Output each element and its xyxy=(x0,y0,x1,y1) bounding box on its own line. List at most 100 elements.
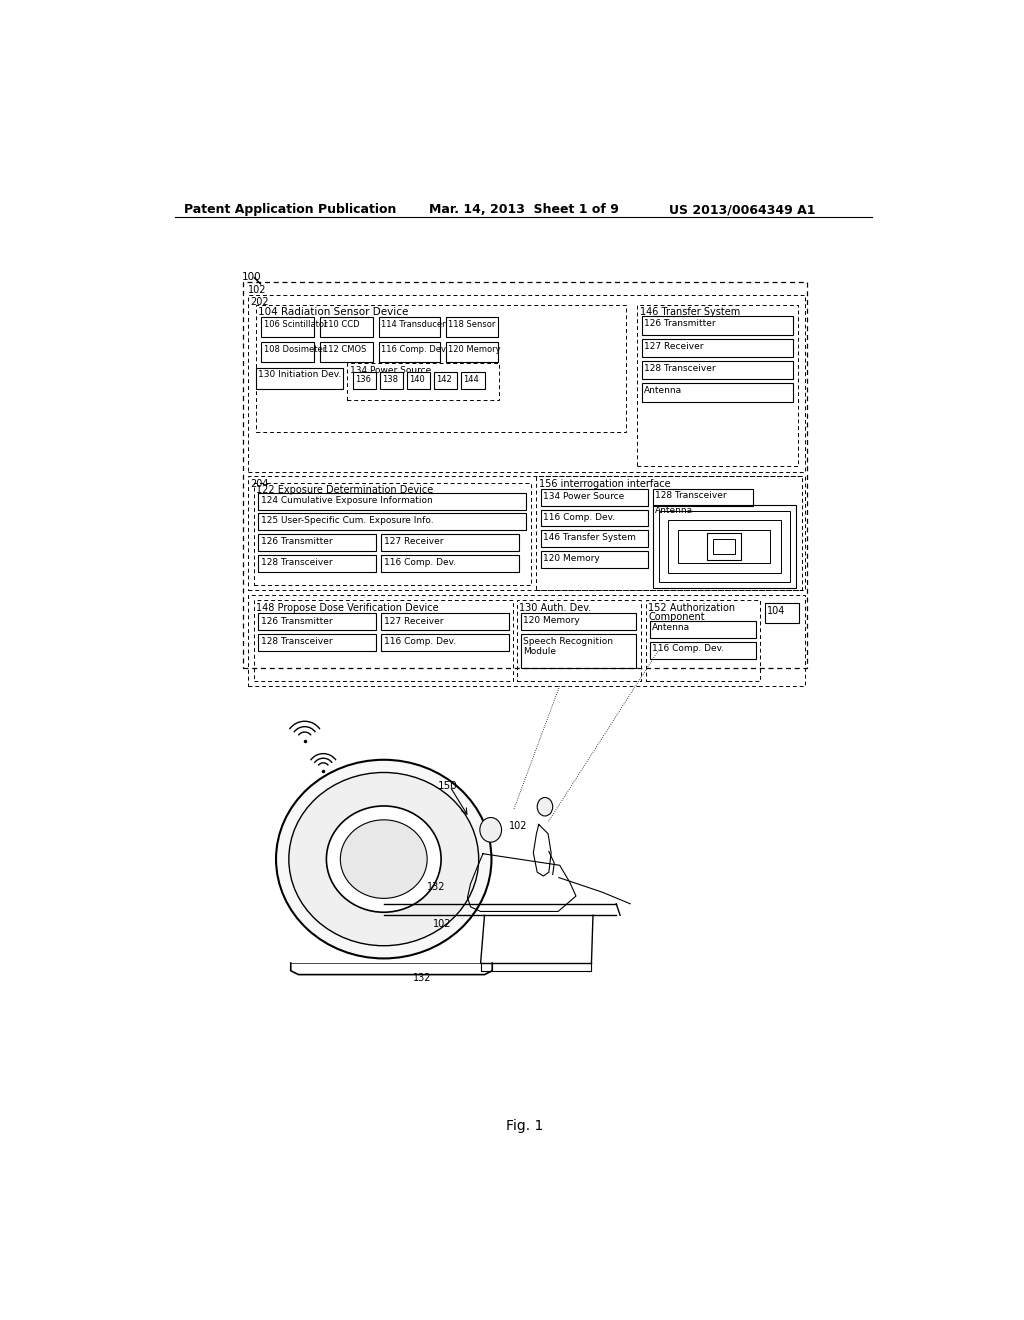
Bar xyxy=(707,533,741,561)
Bar xyxy=(649,622,756,638)
Bar xyxy=(646,601,761,681)
Text: 144: 144 xyxy=(464,375,479,384)
Bar xyxy=(380,372,403,389)
Text: 122 Exposure Determination Device: 122 Exposure Determination Device xyxy=(256,484,433,495)
Bar xyxy=(258,554,376,572)
Bar xyxy=(381,535,519,552)
Bar xyxy=(381,614,509,631)
Bar xyxy=(381,635,509,651)
Bar xyxy=(541,488,648,506)
Text: 134 Power Source: 134 Power Source xyxy=(544,492,625,500)
Bar xyxy=(713,539,735,554)
Text: 116 Comp. Dev.: 116 Comp. Dev. xyxy=(384,638,456,647)
Text: 138: 138 xyxy=(382,375,398,384)
Bar xyxy=(407,372,430,389)
Bar xyxy=(254,601,513,681)
Bar xyxy=(248,477,805,590)
Text: 132: 132 xyxy=(414,973,432,983)
Bar xyxy=(461,372,484,389)
Bar xyxy=(521,614,636,631)
Bar xyxy=(678,531,770,562)
Text: 134 Power Source: 134 Power Source xyxy=(349,366,431,375)
Bar xyxy=(352,372,376,389)
Bar xyxy=(765,603,799,623)
Bar xyxy=(642,339,793,358)
Text: 120 Memory: 120 Memory xyxy=(544,554,600,564)
Bar xyxy=(321,342,373,362)
Text: 102: 102 xyxy=(432,919,452,929)
Bar xyxy=(541,552,648,568)
Bar xyxy=(669,520,780,573)
Bar xyxy=(256,305,627,432)
Text: 148 Propose Dose Verification Device: 148 Propose Dose Verification Device xyxy=(256,603,438,612)
Text: Mar. 14, 2013  Sheet 1 of 9: Mar. 14, 2013 Sheet 1 of 9 xyxy=(429,203,618,216)
Text: 146 Transfer System: 146 Transfer System xyxy=(544,533,636,543)
Text: 100: 100 xyxy=(242,272,261,282)
Text: 130 Initiation Dev.: 130 Initiation Dev. xyxy=(258,370,341,379)
Text: 204: 204 xyxy=(251,479,269,488)
Bar xyxy=(652,488,754,506)
Bar xyxy=(248,294,805,471)
Ellipse shape xyxy=(340,820,427,899)
Text: 116 Comp. Dev.: 116 Comp. Dev. xyxy=(384,558,456,568)
Bar xyxy=(256,368,343,389)
Bar xyxy=(642,383,793,401)
Text: 202: 202 xyxy=(251,297,269,308)
Text: 116 Comp. Dev.: 116 Comp. Dev. xyxy=(652,644,724,653)
Text: 136: 136 xyxy=(355,375,371,384)
Bar xyxy=(248,595,805,686)
Text: 108 Dosimeter: 108 Dosimeter xyxy=(263,345,326,354)
Text: Fig. 1: Fig. 1 xyxy=(506,1119,544,1134)
Text: 126 Transmitter: 126 Transmitter xyxy=(644,319,716,329)
Bar xyxy=(379,342,439,362)
Bar xyxy=(243,281,807,668)
Bar xyxy=(637,305,799,466)
Text: 128 Transceiver: 128 Transceiver xyxy=(644,364,716,374)
Ellipse shape xyxy=(289,772,478,945)
Text: 130 Auth. Dev.: 130 Auth. Dev. xyxy=(519,603,592,612)
Bar xyxy=(642,317,793,335)
Text: 142: 142 xyxy=(436,375,453,384)
Text: 152 Authorization: 152 Authorization xyxy=(648,603,735,612)
Text: 132: 132 xyxy=(427,882,445,892)
Text: 120 Memory: 120 Memory xyxy=(449,345,501,354)
Text: 127 Receiver: 127 Receiver xyxy=(644,342,703,351)
Bar xyxy=(321,317,373,337)
Bar xyxy=(642,360,793,379)
Text: 128 Transceiver: 128 Transceiver xyxy=(260,558,332,568)
Bar xyxy=(541,531,648,548)
Text: Speech Recognition: Speech Recognition xyxy=(523,636,613,645)
Bar xyxy=(445,317,499,337)
Text: 150: 150 xyxy=(438,780,458,791)
Text: 110 CCD: 110 CCD xyxy=(323,321,359,329)
Bar xyxy=(649,642,756,659)
Bar xyxy=(434,372,458,389)
Text: US 2013/0064349 A1: US 2013/0064349 A1 xyxy=(669,203,815,216)
Text: 104: 104 xyxy=(767,606,785,615)
Text: Patent Application Publication: Patent Application Publication xyxy=(183,203,396,216)
Bar xyxy=(258,494,525,511)
Text: Antenna: Antenna xyxy=(652,623,690,632)
Text: 124 Cumulative Exposure Information: 124 Cumulative Exposure Information xyxy=(260,496,432,506)
Text: 106 Scintillator: 106 Scintillator xyxy=(263,321,327,329)
Text: 102: 102 xyxy=(248,285,266,294)
Text: 104 Radiation Sensor Device: 104 Radiation Sensor Device xyxy=(258,308,409,317)
Text: Antenna: Antenna xyxy=(644,387,682,395)
Bar xyxy=(521,635,636,668)
Bar xyxy=(258,535,376,552)
Text: 102: 102 xyxy=(509,821,527,830)
Text: 120 Memory: 120 Memory xyxy=(523,615,580,624)
Text: Component: Component xyxy=(648,612,705,622)
Bar xyxy=(381,554,519,572)
Text: 156 interrogation interface: 156 interrogation interface xyxy=(539,479,671,488)
Bar xyxy=(258,635,376,651)
Text: 126 Transmitter: 126 Transmitter xyxy=(260,616,332,626)
Text: 140: 140 xyxy=(410,375,425,384)
Text: 112 CMOS: 112 CMOS xyxy=(323,345,366,354)
Bar xyxy=(261,342,314,362)
Text: 146 Transfer System: 146 Transfer System xyxy=(640,308,739,317)
Ellipse shape xyxy=(480,817,502,842)
Text: 114 Transducer: 114 Transducer xyxy=(381,321,446,329)
Text: 128 Transceiver: 128 Transceiver xyxy=(260,638,332,647)
Text: 127 Receiver: 127 Receiver xyxy=(384,616,443,626)
